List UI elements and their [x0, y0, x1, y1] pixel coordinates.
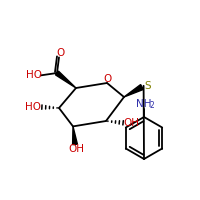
Polygon shape: [56, 71, 76, 88]
Text: OH: OH: [124, 118, 140, 128]
Text: S: S: [144, 81, 151, 91]
Text: O: O: [56, 48, 64, 58]
Text: 2: 2: [150, 101, 154, 110]
Text: NH: NH: [136, 99, 151, 109]
Polygon shape: [73, 126, 77, 145]
Text: O: O: [104, 74, 112, 84]
Text: HO: HO: [26, 70, 42, 80]
Text: OH: OH: [68, 144, 84, 154]
Polygon shape: [124, 85, 143, 97]
Text: HO: HO: [25, 102, 41, 112]
